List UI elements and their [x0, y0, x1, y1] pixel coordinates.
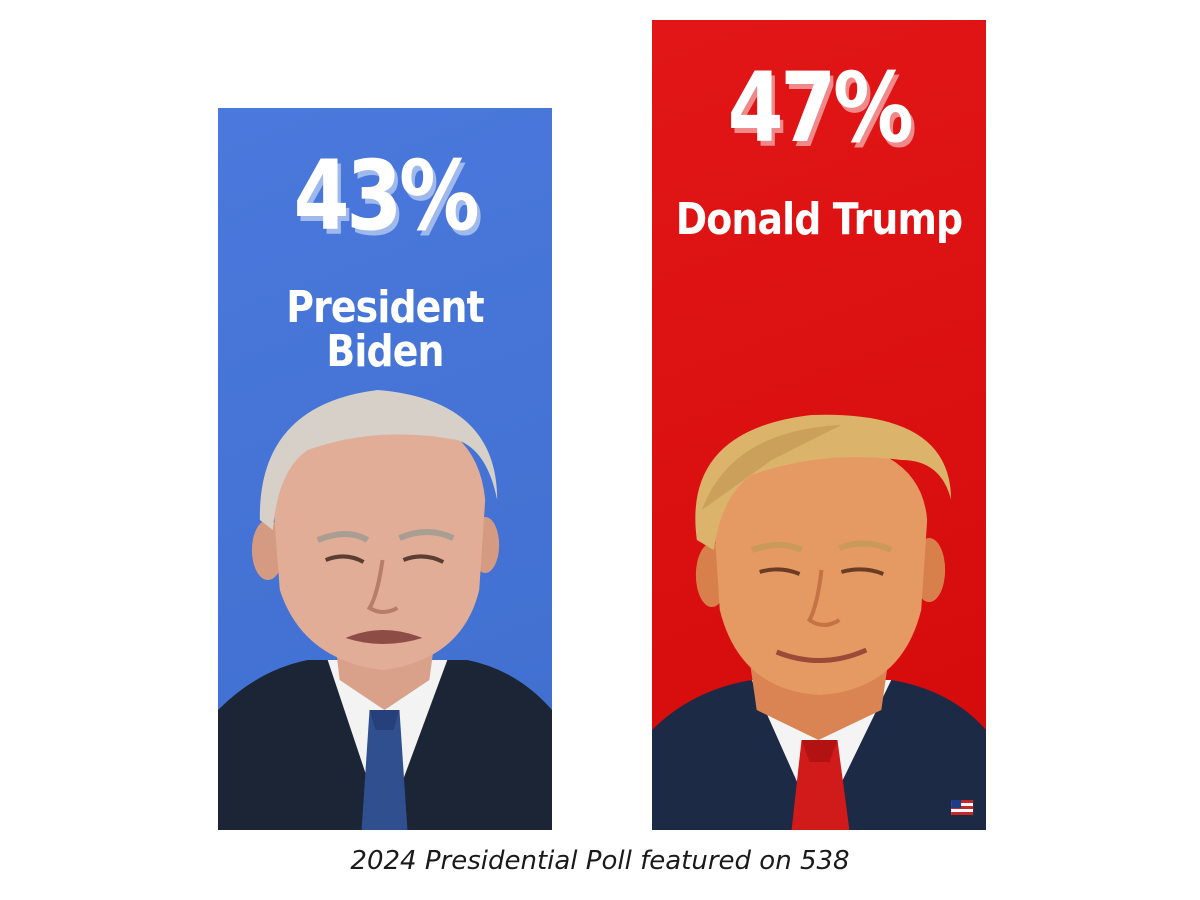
- bar-trump: 47% Donald Trump: [652, 20, 986, 830]
- category-label-biden: President Biden: [286, 282, 484, 377]
- category-label-trump: Donald Trump: [675, 194, 963, 245]
- value-label-trump: 47%: [727, 52, 914, 164]
- chart-caption: 2024 Presidential Poll featured on 538: [350, 846, 850, 876]
- biden-portrait: [218, 390, 552, 830]
- bar-biden: 43% President Biden: [218, 108, 552, 830]
- value-label-biden: 43%: [293, 140, 480, 252]
- trump-portrait: [652, 414, 986, 830]
